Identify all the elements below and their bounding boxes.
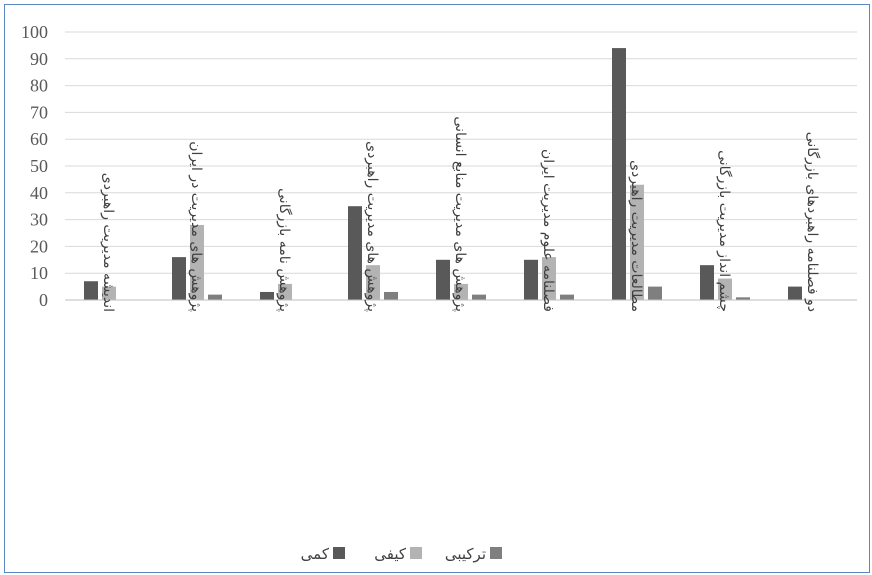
bar (472, 294, 486, 300)
y-tick-label: 80 (30, 76, 48, 96)
bar (366, 265, 380, 300)
bar (84, 281, 98, 300)
y-tick-label: 30 (30, 210, 48, 230)
x-category-label: پژوهش نامه بازرگانی (276, 188, 293, 312)
x-category-label: پژوهش های مدیریت راهبردی (364, 141, 380, 312)
legend-swatch (490, 547, 502, 559)
x-category-label: چشم انداز مدیریت بازرگانی (716, 150, 733, 312)
y-tick-label: 50 (30, 156, 48, 176)
bar (630, 184, 644, 300)
y-tick-label: 20 (30, 236, 48, 256)
bar (736, 297, 750, 300)
bar (718, 278, 732, 300)
bar (436, 259, 450, 300)
bar (384, 291, 398, 300)
bar (560, 294, 574, 300)
y-tick-label: 100 (21, 22, 48, 42)
x-category-label: پژوهش های مدیریت منابع انسانی (452, 116, 468, 312)
bar (612, 48, 626, 300)
bar (172, 257, 186, 300)
x-category-label: دو فصلنامه راهبردهای بازرگانی (804, 132, 821, 312)
y-tick-label: 60 (30, 129, 48, 149)
bar (542, 257, 556, 300)
bar (788, 286, 802, 300)
legend-label: کیفی (374, 545, 407, 563)
bar (208, 294, 222, 300)
x-category-label: پژوهش های مدیریت در ایران (188, 141, 204, 312)
y-tick-label: 70 (30, 102, 48, 122)
bar (524, 259, 538, 300)
bar (278, 283, 292, 300)
bar (190, 224, 204, 300)
legend-swatch (410, 547, 422, 559)
bar (700, 265, 714, 300)
legend-swatch (333, 547, 345, 559)
legend-label: ترکیبی (445, 545, 486, 563)
x-category-label: مطالعات مدیریت راهبردی (628, 160, 644, 312)
bar (348, 206, 362, 300)
y-tick-label: 90 (30, 49, 48, 69)
bar (102, 286, 116, 300)
y-tick-label: 40 (30, 183, 48, 203)
x-category-label: فصلنامه علوم مدیریت ایران (540, 149, 556, 312)
category-labels: اندیشه مدیریت راهبردی پژوهش های مدیریت در… (100, 116, 821, 312)
legend-label: کمی (301, 545, 330, 563)
bar (648, 286, 662, 300)
y-tick-label: 0 (39, 290, 48, 310)
y-tick-label: 10 (30, 263, 48, 283)
x-category-label: اندیشه مدیریت راهبردی (100, 173, 116, 312)
bars (84, 48, 802, 300)
legend: کمی کیفی ترکیبی (301, 545, 502, 563)
bar (454, 283, 468, 300)
bar (260, 291, 274, 300)
y-axis-ticks: 0 10 20 30 40 50 60 70 80 90 100 (21, 22, 48, 310)
